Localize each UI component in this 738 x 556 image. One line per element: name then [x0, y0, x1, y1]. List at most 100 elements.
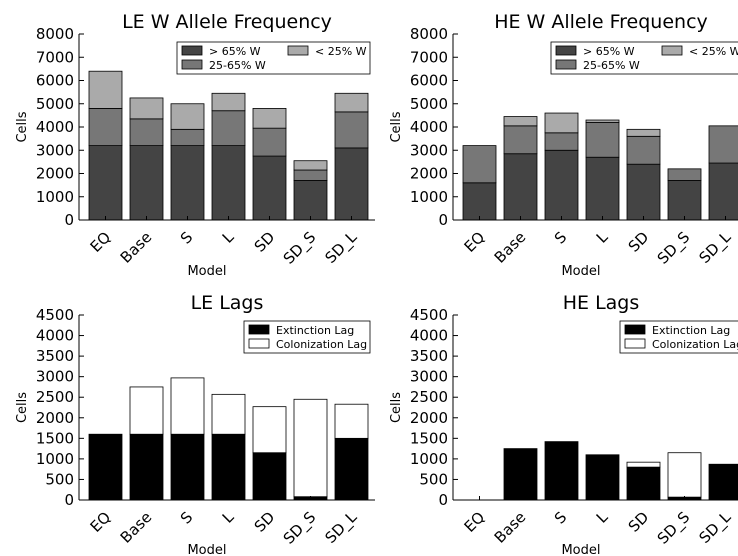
bar-eq-25-w	[88, 70, 123, 109]
x-tick-label: SD_S	[654, 228, 694, 268]
y-tick-label: 1000	[36, 450, 74, 468]
legend-box	[176, 41, 371, 75]
x-tick-label: Base	[117, 508, 156, 547]
bar-eq-25-65-w	[462, 145, 497, 184]
y-tick-label: 3000	[410, 368, 448, 386]
bar-l-colonization-lag	[211, 393, 246, 435]
bar-sd-colonization-lag	[626, 461, 661, 468]
y-tick-label: 0	[438, 491, 448, 509]
legend-label: 25-65% W	[583, 59, 640, 72]
y-tick-label: 3000	[36, 368, 74, 386]
legend-label: > 65% W	[209, 45, 261, 58]
legend-swatch	[181, 45, 203, 56]
y-tick-label: 1000	[36, 188, 74, 206]
y-tick-label: 3500	[36, 347, 74, 365]
x-tick-label: L	[219, 508, 238, 527]
x-tick-label: EQ	[461, 508, 489, 536]
legend-label: Colonization Lag	[276, 338, 367, 351]
y-axis-label: Cells	[15, 111, 30, 142]
bar-base-25-65-w	[503, 125, 538, 155]
bar-l-25-w	[585, 119, 620, 123]
y-tick-label: 2500	[36, 388, 74, 406]
x-tick-label: SD_S	[654, 508, 694, 548]
y-tick-label: 500	[419, 470, 448, 488]
bar-s-25-w	[170, 103, 205, 130]
bar-sd-s-colonization-lag	[667, 452, 702, 498]
bar-base-25-w	[503, 116, 538, 127]
x-tick-label: SD	[251, 508, 279, 536]
x-tick-label: SD_L	[695, 508, 735, 548]
bar-sd-s-65-w	[667, 180, 702, 221]
x-tick-label: Base	[117, 228, 156, 267]
legend: > 65% W25-65% W < 25% W	[176, 41, 371, 75]
legend-label: Colonization Lag	[652, 338, 738, 351]
bar-eq-65-w	[462, 182, 497, 221]
bar-sd-s-25-65-w	[293, 169, 328, 181]
y-tick-label: 1500	[410, 429, 448, 447]
x-tick-label: SD	[625, 508, 653, 536]
bar-l-extinction-lag	[211, 433, 246, 501]
chart-panel-3: LE Lags 0 500 1000 1500 2000 2500 3000 3500 4000 4…	[15, 292, 375, 556]
y-tick-label: 1500	[36, 429, 74, 447]
x-tick-label: EQ	[461, 228, 489, 256]
legend-swatch	[181, 59, 203, 70]
bar-sd-s-65-w	[293, 180, 328, 221]
y-tick-label: 4500	[410, 306, 448, 324]
bar-sd-25-65-w	[626, 135, 661, 165]
x-axis-label: Model	[187, 264, 226, 279]
x-axis-label: Model	[187, 543, 226, 556]
y-tick-label: 0	[64, 491, 74, 509]
legend-label: 25-65% W	[209, 59, 266, 72]
x-tick-label: SD_L	[321, 508, 361, 548]
legend-label: < 25% W	[315, 45, 367, 58]
y-tick-label: 3500	[410, 347, 448, 365]
bar-s-25-65-w	[544, 132, 579, 151]
x-tick-label: SD_S	[280, 508, 320, 548]
y-tick-label: 6000	[410, 72, 448, 90]
bar-s-extinction-lag	[544, 441, 579, 501]
bar-sd-extinction-lag	[626, 466, 661, 501]
y-axis-label: Cells	[389, 111, 404, 142]
x-tick-label: L	[219, 228, 238, 247]
x-tick-label: Base	[491, 508, 530, 547]
bar-base-25-65-w	[129, 118, 164, 147]
y-tick-label: 4000	[410, 327, 448, 345]
y-tick-label: 3000	[410, 141, 448, 159]
y-tick-label: 0	[64, 211, 74, 229]
y-tick-label: 8000	[36, 25, 74, 43]
bar-l-65-w	[211, 145, 246, 221]
bar-s-extinction-lag	[170, 433, 205, 501]
x-tick-label: S	[177, 508, 196, 527]
y-tick-label: 4000	[36, 118, 74, 136]
bar-sd-s-25-w	[293, 160, 328, 171]
legend-swatch	[661, 45, 683, 56]
bar-sd-l-25-w	[334, 92, 369, 113]
legend-box	[550, 41, 738, 75]
bar-eq-65-w	[88, 145, 123, 221]
bar-l-25-65-w	[211, 110, 246, 146]
chart-panel-2: HE W Allele Frequency 0 1000 2000 3000 4000 50…	[389, 11, 738, 279]
bar-sd-colonization-lag	[252, 406, 287, 454]
x-tick-label: SD	[251, 228, 279, 256]
x-tick-label: SD_S	[280, 228, 320, 268]
chart-panel-4: HE Lags 0 500 1000 1500 2000 2500 3000 3500 4000 4…	[389, 292, 738, 556]
x-tick-label: Base	[491, 228, 530, 267]
x-tick-label: EQ	[87, 228, 115, 256]
chart-title: HE W Allele Frequency	[494, 11, 708, 33]
bar-sd-s-colonization-lag	[293, 398, 328, 498]
x-tick-label: S	[177, 228, 196, 247]
bar-sd-l-extinction-lag	[334, 437, 369, 501]
bar-base-colonization-lag	[129, 386, 164, 435]
bar-eq-25-65-w	[88, 108, 123, 147]
legend-swatch	[555, 59, 577, 70]
y-tick-label: 6000	[36, 72, 74, 90]
legend-label: > 65% W	[583, 45, 635, 58]
x-tick-label: L	[593, 228, 612, 247]
bar-sd-25-w	[626, 128, 661, 137]
y-tick-label: 2000	[410, 165, 448, 183]
bar-s-25-w	[544, 112, 579, 134]
bar-sd-s-25-65-w	[667, 168, 702, 181]
bar-sd-25-w	[252, 108, 287, 129]
x-axis-label: Model	[561, 264, 600, 279]
legend: > 65% W25-65% W < 25% W	[550, 41, 738, 75]
